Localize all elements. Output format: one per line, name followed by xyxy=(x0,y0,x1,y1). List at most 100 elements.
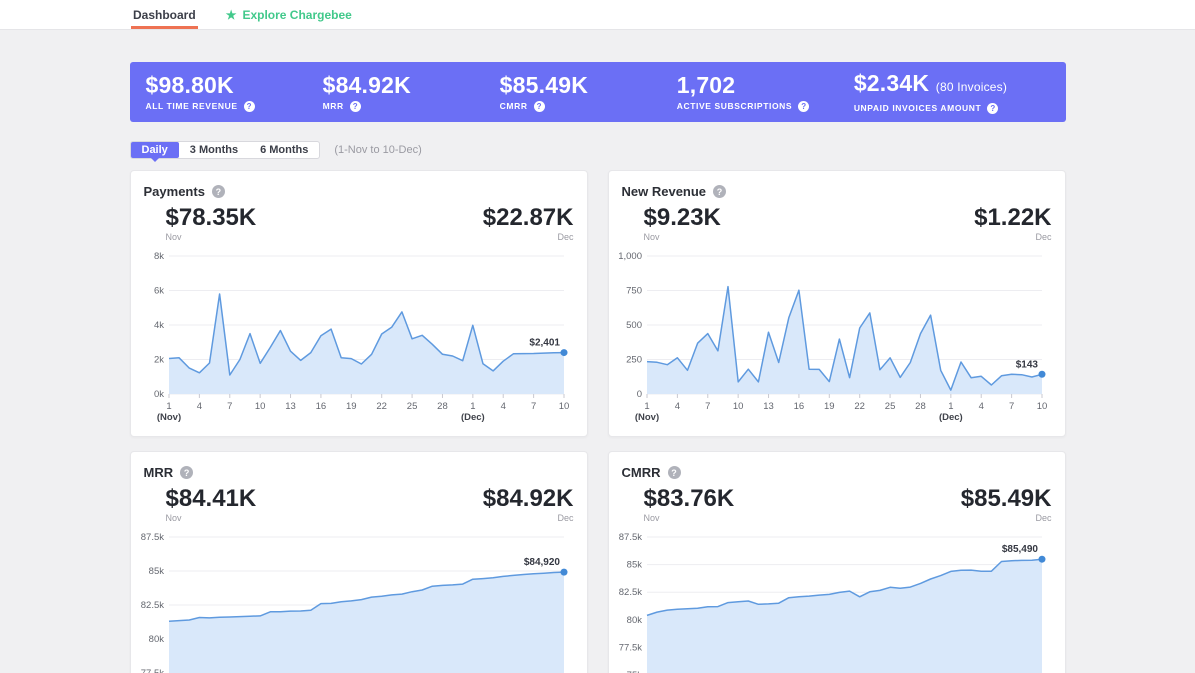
svg-text:82.5k: 82.5k xyxy=(618,587,641,598)
period-end-value: $85.49K xyxy=(960,485,1052,512)
tab-daily[interactable]: Daily xyxy=(130,142,179,162)
svg-text:10: 10 xyxy=(558,401,569,412)
svg-text:1: 1 xyxy=(644,401,649,412)
kpi-label: UNPAID INVOICES AMOUNT xyxy=(853,103,982,113)
period-start-label: Nov xyxy=(165,232,182,242)
svg-text:7: 7 xyxy=(530,401,535,412)
kpi-value: $2.34K xyxy=(853,69,930,96)
period-end-label: Dec xyxy=(1035,232,1052,242)
help-icon[interactable]: ? xyxy=(667,466,681,479)
kpi-label: ALL TIME REVENUE xyxy=(145,101,238,111)
card-title: New Revenue xyxy=(621,184,707,199)
svg-text:22: 22 xyxy=(854,401,865,412)
svg-text:2k: 2k xyxy=(153,355,163,366)
svg-text:82.5k: 82.5k xyxy=(140,600,163,611)
svg-text:77.5k: 77.5k xyxy=(618,642,641,653)
svg-text:77.5k: 77.5k xyxy=(140,668,163,673)
active-tab-underline xyxy=(131,26,198,29)
svg-text:8k: 8k xyxy=(153,251,163,262)
svg-text:6k: 6k xyxy=(153,286,163,297)
kpi-cmrr: $85.49K CMRR ? xyxy=(499,72,677,112)
dashboard-content: $98.80K ALL TIME REVENUE ? $84.92K MRR ?… xyxy=(129,62,1066,673)
period-end-value: $22.87K xyxy=(482,204,574,231)
summary-kpi-banner: $98.80K ALL TIME REVENUE ? $84.92K MRR ?… xyxy=(129,62,1066,122)
help-icon[interactable]: ? xyxy=(180,466,194,479)
svg-text:1: 1 xyxy=(948,401,953,412)
explore-chargebee-link[interactable]: ★ Explore Chargebee xyxy=(226,0,352,29)
explore-link-label: Explore Chargebee xyxy=(242,7,352,22)
svg-text:$84,920: $84,920 xyxy=(523,557,560,568)
svg-text:80k: 80k xyxy=(626,615,642,626)
svg-text:1: 1 xyxy=(166,401,171,412)
tab-3-months[interactable]: 3 Months xyxy=(179,142,249,158)
cards-grid: Payments ? $78.35K Nov $22.87K Dec 8k 6k 4… xyxy=(129,170,1066,673)
tab-6-months[interactable]: 6 Months xyxy=(249,142,319,158)
card-new-revenue: New Revenue ? $9.23K Nov $1.22K Dec 1,00… xyxy=(607,170,1066,437)
kpi-all-time-revenue: $98.80K ALL TIME REVENUE ? xyxy=(145,72,323,112)
star-icon: ★ xyxy=(225,7,237,22)
svg-text:1: 1 xyxy=(470,401,475,412)
svg-text:75k: 75k xyxy=(626,670,642,673)
kpi-label: MRR xyxy=(322,101,344,111)
tab-dashboard[interactable]: Dashboard xyxy=(131,0,198,29)
cmrr-area-chart[interactable]: 87.5k85k82.5k80k77.5k75k1(Nov)4710131619… xyxy=(609,530,1066,673)
svg-text:0k: 0k xyxy=(153,389,163,400)
svg-text:28: 28 xyxy=(437,401,448,412)
period-start-value: $78.35K xyxy=(165,204,257,231)
card-payments: Payments ? $78.35K Nov $22.87K Dec 8k 6k 4… xyxy=(129,170,588,437)
period-end-label: Dec xyxy=(557,232,574,242)
svg-text:25: 25 xyxy=(406,401,417,412)
period-start-value: $83.76K xyxy=(643,485,735,512)
kpi-label: ACTIVE SUBSCRIPTIONS xyxy=(676,101,793,111)
svg-text:7: 7 xyxy=(227,401,232,412)
help-icon[interactable]: ? xyxy=(243,100,255,112)
svg-text:0: 0 xyxy=(636,389,641,400)
svg-text:250: 250 xyxy=(626,355,642,366)
svg-text:$143: $143 xyxy=(1015,359,1038,370)
mrr-area-chart[interactable]: 87.5k85k82.5k80k77.5k75k1(Nov)4710131619… xyxy=(131,530,588,673)
period-start-value: $9.23K xyxy=(643,204,721,231)
period-start-label: Nov xyxy=(643,513,660,523)
svg-text:80k: 80k xyxy=(148,634,164,645)
help-icon[interactable]: ? xyxy=(987,102,999,114)
svg-text:1,000: 1,000 xyxy=(618,251,642,262)
svg-text:500: 500 xyxy=(626,320,642,331)
svg-text:87.5k: 87.5k xyxy=(618,532,641,543)
help-icon[interactable]: ? xyxy=(713,185,727,198)
kpi-label: CMRR xyxy=(499,101,528,111)
svg-text:22: 22 xyxy=(376,401,387,412)
svg-text:19: 19 xyxy=(824,401,835,412)
period-end-value: $84.92K xyxy=(482,485,574,512)
svg-text:(Dec): (Dec) xyxy=(460,412,484,423)
help-icon[interactable]: ? xyxy=(798,100,810,112)
help-icon[interactable]: ? xyxy=(533,100,545,112)
period-end-label: Dec xyxy=(557,513,574,523)
svg-text:87.5k: 87.5k xyxy=(140,532,163,543)
top-navigation: Dashboard ★ Explore Chargebee xyxy=(0,0,1195,30)
help-icon[interactable]: ? xyxy=(211,185,225,198)
period-segmented-control: Daily 3 Months 6 Months xyxy=(129,141,321,162)
svg-text:85k: 85k xyxy=(148,566,164,577)
svg-text:4: 4 xyxy=(674,401,679,412)
svg-text:$2,401: $2,401 xyxy=(529,338,560,349)
svg-text:(Nov): (Nov) xyxy=(634,412,658,423)
kpi-value: $84.92K xyxy=(322,71,411,98)
period-start-label: Nov xyxy=(643,232,660,242)
svg-text:19: 19 xyxy=(346,401,357,412)
kpi-active-subscriptions: 1,702 ACTIVE SUBSCRIPTIONS ? xyxy=(676,72,854,112)
help-icon[interactable]: ? xyxy=(349,100,361,112)
svg-text:16: 16 xyxy=(315,401,326,412)
svg-text:13: 13 xyxy=(285,401,296,412)
svg-text:4: 4 xyxy=(978,401,983,412)
svg-text:25: 25 xyxy=(884,401,895,412)
svg-text:(Dec): (Dec) xyxy=(938,412,962,423)
svg-text:$85,490: $85,490 xyxy=(1001,544,1038,555)
card-cmrr: CMRR ? $83.76K Nov $85.49K Dec 87.5k 85k 8… xyxy=(607,451,1066,673)
kpi-mrr: $84.92K MRR ? xyxy=(322,71,500,112)
card-title: MRR xyxy=(143,465,174,480)
svg-text:7: 7 xyxy=(705,401,710,412)
dashboard-tab-label: Dashboard xyxy=(133,7,196,22)
svg-text:16: 16 xyxy=(793,401,804,412)
